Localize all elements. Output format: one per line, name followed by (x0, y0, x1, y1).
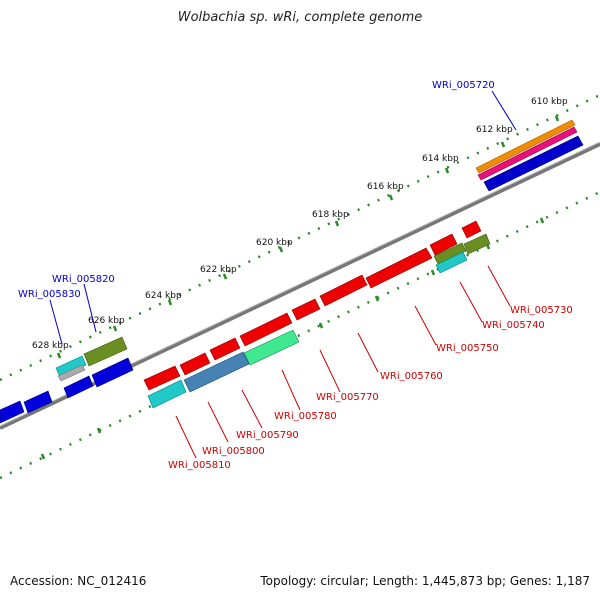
gene-label: WRi_005780 (274, 411, 337, 422)
tick-label: 618 kbp (312, 210, 349, 220)
tick-label: 612 kbp (476, 125, 513, 135)
gene-label: WRi_005820 (52, 274, 115, 285)
gene-label: WRi_005830 (18, 289, 81, 300)
gene-feature (143, 365, 181, 391)
gene-feature (435, 251, 468, 274)
gene-feature (483, 135, 584, 192)
gene-label: WRi_005750 (436, 343, 499, 354)
gene-label: WRi_005720 (432, 80, 495, 91)
gene-feature (63, 375, 94, 399)
gene-feature (319, 274, 368, 307)
outer-scale-track (0, 93, 600, 382)
gene-feature (23, 390, 53, 414)
blue-leader-lines (49, 90, 517, 345)
gene-feature (365, 247, 433, 289)
genome-summary-text: Topology: circular; Length: 1,445,873 bp… (260, 574, 590, 588)
gene-feature (0, 400, 25, 424)
tick-label: 624 kbp (145, 291, 182, 301)
gene-feature (179, 352, 211, 376)
gene-label: WRi_005770 (316, 392, 379, 403)
gene-feature (55, 355, 87, 378)
tick-label: 620 kbp (256, 238, 293, 248)
gene-feature (429, 233, 458, 256)
gene-label: WRi_005810 (168, 460, 231, 471)
gene-feature (463, 233, 491, 255)
gene-feature (83, 336, 128, 367)
gene-feature (209, 337, 241, 361)
gene-label: WRi_005800 (202, 446, 265, 457)
gene-feature (477, 126, 578, 181)
tick-label: 622 kbp (200, 265, 237, 275)
inner-scale-track (0, 190, 600, 480)
tick-label: 628 kbp (32, 341, 69, 351)
tick-label: 616 kbp (367, 182, 404, 192)
gene-feature (291, 298, 321, 321)
gene-feature (243, 329, 300, 366)
gene-label: WRi_005760 (380, 371, 443, 382)
red-leader-lines (175, 265, 511, 459)
tick-label: 614 kbp (422, 154, 459, 164)
page-title: Wolbachia sp. wRi, complete genome (177, 10, 423, 25)
gene-feature (183, 351, 250, 393)
gene-label: WRi_005790 (236, 430, 299, 441)
gene-label: WRi_005740 (482, 320, 545, 331)
gene-feature (147, 379, 187, 409)
gene-feature (239, 312, 293, 347)
outer-major-ticks (56, 115, 560, 359)
gene-feature (475, 119, 576, 174)
gene-feature (57, 364, 86, 382)
tick-label: 610 kbp (531, 97, 568, 107)
accession-text: Accession: NC_012416 (10, 574, 147, 588)
gene-feature (461, 220, 482, 239)
tick-label: 626 kbp (88, 316, 125, 326)
gene-feature (91, 357, 134, 388)
gene-feature (433, 242, 467, 265)
red-gene-group (143, 220, 482, 391)
gene-label: WRi_005730 (510, 305, 573, 316)
